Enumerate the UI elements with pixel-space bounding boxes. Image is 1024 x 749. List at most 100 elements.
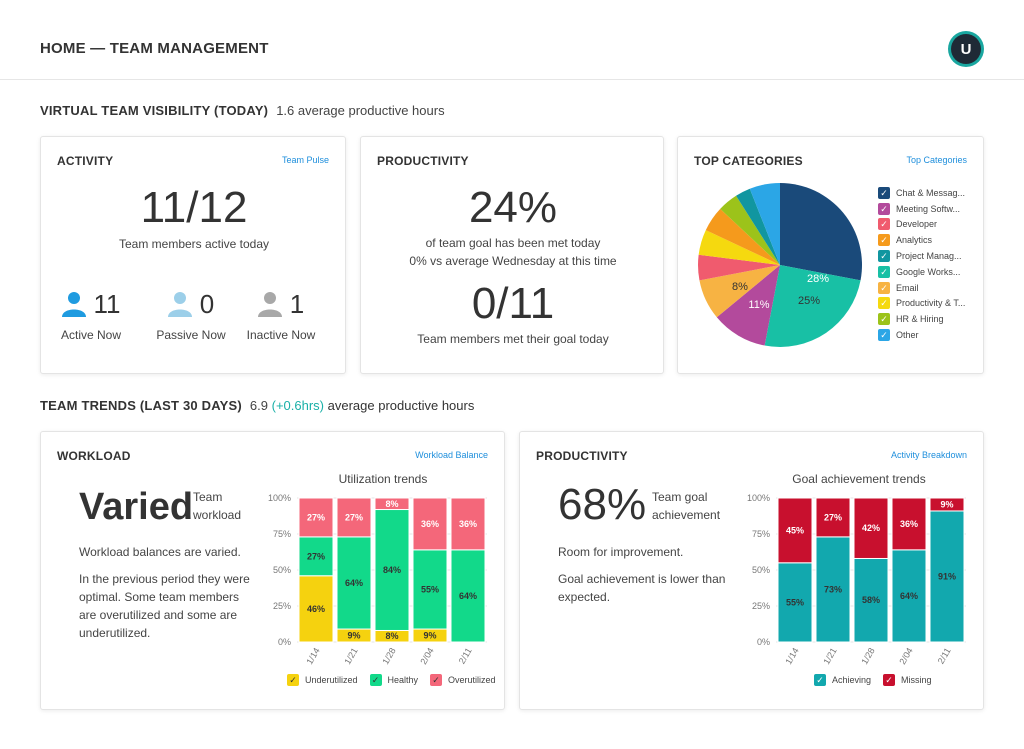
bar-segment[interactable] (815, 536, 851, 643)
workload-big-label-2: workload (193, 508, 242, 522)
legend-item[interactable]: ✓ Achieving (814, 674, 871, 686)
passive-label: Passive Now (156, 328, 226, 342)
user-icon (61, 292, 86, 317)
slice-label-8: 8% (732, 281, 748, 293)
x-tick-label: 1/28 (380, 646, 397, 666)
bar-segment[interactable] (336, 497, 372, 538)
bar-segment[interactable] (929, 510, 965, 643)
checkbox-icon[interactable]: ✓ (883, 674, 896, 686)
legend-item[interactable]: ✓ Chat & Messag... (878, 185, 965, 201)
legend-item[interactable]: ✓ Underutilized (287, 674, 358, 686)
bar-segment[interactable] (853, 497, 889, 559)
productivity-trend-label-2: achievement (652, 508, 721, 522)
user-icon (257, 292, 282, 317)
checkbox-icon[interactable]: ✓ (878, 202, 890, 215)
productivity-trend-title: PRODUCTIVITY (536, 449, 628, 463)
pie-slice[interactable] (698, 230, 780, 265)
x-tick-label: 2/04 (897, 646, 914, 666)
checkbox-icon[interactable]: ✓ (369, 674, 382, 686)
productivity-trend-desc2-line2: expected. (558, 590, 611, 604)
legend-item[interactable]: ✓ Overutilized (430, 674, 496, 686)
checkbox-icon[interactable]: ✓ (814, 674, 826, 686)
legend-item[interactable]: ✓ Productivity & T... (878, 296, 965, 312)
bar-segment[interactable] (412, 497, 448, 551)
checkbox-icon[interactable]: ✓ (878, 265, 890, 278)
checkbox-icon[interactable]: ✓ (287, 674, 299, 686)
slice-label-28: 28% (807, 273, 829, 285)
bar-segment[interactable] (412, 549, 448, 630)
productivity-today-card: PRODUCTIVITY 24% of team goal has been m… (360, 136, 664, 374)
legend-label: Missing (901, 675, 932, 685)
checkbox-icon[interactable]: ✓ (878, 234, 890, 247)
data-label: 27% (345, 512, 363, 522)
data-label: 73% (824, 584, 842, 594)
data-label: 55% (786, 597, 804, 607)
bar-segment[interactable] (298, 575, 334, 643)
visibility-title: VIRTUAL TEAM VISIBILITY (TODAY) (40, 103, 269, 118)
legend-item[interactable]: ✓ Healthy (369, 674, 418, 686)
top-categories-title: TOP CATEGORIES (694, 154, 803, 168)
visibility-subtitle: 1.6 average productive hours (276, 103, 445, 118)
checkbox-icon[interactable]: ✓ (878, 329, 890, 342)
legend-item[interactable]: ✓ Google Works... (878, 264, 965, 280)
bar-segment[interactable] (374, 497, 410, 511)
pie-slice[interactable] (720, 195, 780, 265)
checkbox-icon[interactable]: ✓ (878, 218, 890, 231)
data-label: 84% (383, 565, 401, 575)
bar-segment[interactable] (450, 549, 486, 643)
pie-slice[interactable] (698, 254, 780, 281)
bar-segment[interactable] (450, 497, 486, 551)
checkbox-icon[interactable]: ✓ (878, 281, 890, 294)
bar-segment[interactable] (853, 557, 889, 643)
bar-segment[interactable] (777, 497, 813, 564)
data-label: 27% (307, 512, 325, 522)
bar-segment[interactable] (298, 536, 334, 577)
team-pulse-link[interactable]: Team Pulse (281, 155, 329, 165)
pie-slice[interactable] (705, 208, 780, 265)
legend-item[interactable]: ✓ Missing (883, 674, 932, 686)
bar-segment[interactable] (777, 562, 813, 643)
legend-item[interactable]: ✓ Meeting Softw... (878, 201, 965, 217)
bar-segment[interactable] (929, 497, 965, 512)
pie-slice[interactable] (736, 188, 780, 265)
top-categories-link[interactable]: Top Categories (906, 155, 967, 165)
pie-slice[interactable] (764, 265, 861, 347)
legend-item[interactable]: ✓ HR & Hiring (878, 311, 965, 327)
legend-item[interactable]: ✓ Developer (878, 217, 965, 233)
legend-item[interactable]: ✓ Analytics (878, 232, 965, 248)
data-label: 36% (421, 519, 439, 529)
legend-item[interactable]: ✓ Project Manag... (878, 248, 965, 264)
avatar-initial: U (951, 34, 981, 64)
x-tick-label: 2/11 (936, 646, 953, 666)
data-label: 27% (824, 512, 842, 522)
bar-segment[interactable] (891, 497, 927, 551)
inactive-label: Inactive Now (246, 328, 316, 342)
pie-slice[interactable] (716, 265, 780, 346)
productivity-trend-label-1: Team goal (652, 490, 708, 504)
checkbox-icon[interactable]: ✓ (878, 313, 890, 326)
productivity-today-title: PRODUCTIVITY (377, 154, 469, 168)
goal-chart-title: Goal achievement trends (792, 472, 926, 486)
activity-breakdown-link[interactable]: Activity Breakdown (890, 450, 967, 460)
user-avatar[interactable]: U (948, 31, 984, 67)
bar-segment[interactable] (336, 536, 372, 630)
legend-label: Chat & Messag... (896, 187, 966, 198)
checkbox-icon[interactable]: ✓ (878, 186, 890, 199)
y-tick-label: 75% (273, 529, 291, 539)
legend-item[interactable]: ✓ Email (878, 280, 965, 296)
top-categories-pie-chart: 28% 25% 11% 8% (698, 183, 862, 347)
data-label: 64% (900, 591, 918, 601)
goal-met-caption: Team members met their goal today (417, 332, 609, 346)
bar-segment[interactable] (815, 497, 851, 538)
legend-item[interactable]: ✓ Other (878, 327, 965, 343)
legend-label: Underutilized (305, 675, 358, 685)
checkbox-icon[interactable]: ✓ (430, 674, 443, 686)
bar-segment[interactable] (298, 497, 334, 538)
pie-slice[interactable] (699, 265, 780, 318)
pie-slice[interactable] (749, 183, 780, 265)
workload-balance-link[interactable]: Workload Balance (415, 450, 488, 460)
trends-title: TEAM TRENDS (LAST 30 DAYS) (40, 398, 242, 413)
checkbox-icon[interactable]: ✓ (878, 250, 890, 263)
pie-slice[interactable] (780, 183, 862, 281)
checkbox-icon[interactable]: ✓ (878, 297, 890, 310)
